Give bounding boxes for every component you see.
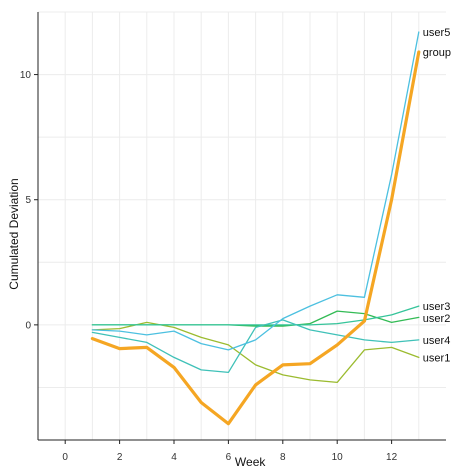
ticks: 0 2 4 6 8 10 12 0 5 10: [20, 70, 398, 463]
y-axis-title: Cumulated Deviation: [7, 178, 21, 289]
series-line-user4: [91, 319, 420, 374]
x-tick-label: 10: [332, 452, 344, 463]
series-lines: [90, 31, 421, 426]
x-tick-label: 8: [280, 452, 286, 463]
series-label-user5: user5: [423, 27, 451, 39]
series-label-user2: user2: [423, 313, 451, 325]
y-tick-label: 10: [20, 70, 32, 81]
series-label-group: group: [423, 47, 451, 59]
series-label-user4: user4: [423, 335, 451, 347]
x-tick-label: 2: [117, 452, 123, 463]
x-tick-label: 0: [62, 452, 68, 463]
x-axis-title: Week: [235, 455, 266, 469]
series-line-user5: [91, 31, 420, 351]
x-tick-label: 4: [171, 452, 177, 463]
series-label-user1: user1: [423, 352, 451, 364]
y-tick-label: 0: [25, 320, 31, 331]
grid: [38, 11, 446, 440]
axes: [37, 12, 446, 441]
y-tick-label: 5: [25, 195, 31, 206]
series-label-user3: user3: [423, 301, 451, 313]
x-tick-label: 12: [386, 452, 398, 463]
x-tick-label: 6: [226, 452, 232, 463]
series-line-group: [90, 50, 421, 426]
series-line-user1: [91, 321, 420, 384]
